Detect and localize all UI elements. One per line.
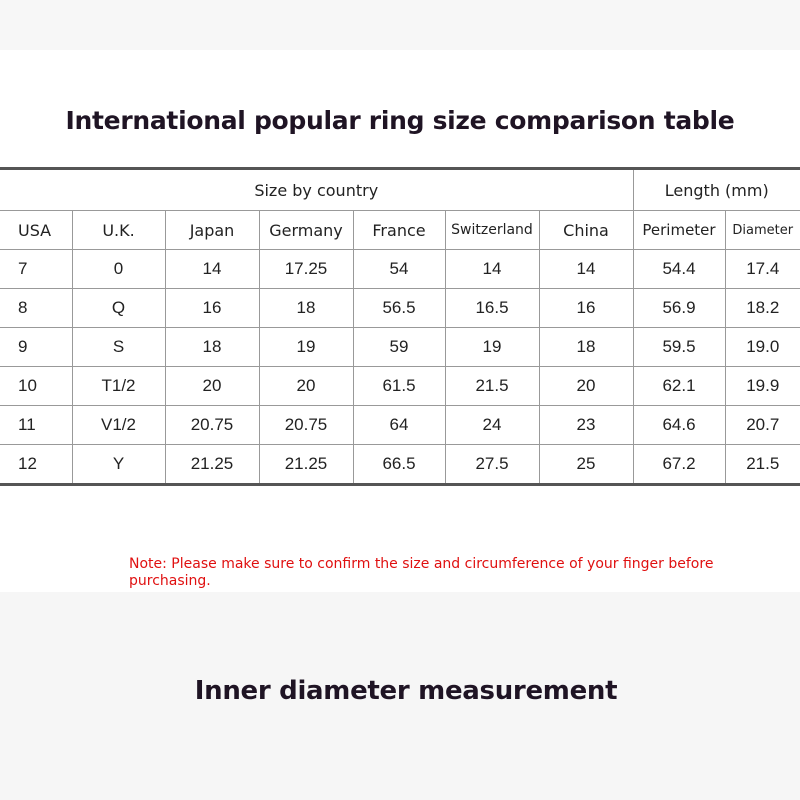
table-cell: 20.75 [258, 405, 354, 445]
table-cell: 20 [258, 366, 354, 406]
table-cell: 18.2 [724, 288, 800, 328]
table-cell: 17.4 [724, 249, 800, 289]
table-cell: 21.5 [724, 444, 800, 485]
table-cell: 62.1 [632, 366, 726, 406]
table-cell: Q [71, 288, 166, 328]
table-cell: 16 [538, 288, 634, 328]
table-cell: S [71, 327, 166, 367]
table-cell: 54.4 [632, 249, 726, 289]
table-cell: 19 [258, 327, 354, 367]
table-row: 10 T1/2 20 20 61.5 21.5 20 62.1 19.9 [0, 366, 800, 406]
table-cell: 19.9 [724, 366, 800, 406]
note-text: Note: Please make sure to confirm the si… [129, 556, 714, 589]
section-title: Inner diameter measurement [194, 676, 618, 706]
table-cell: 9 [0, 327, 73, 367]
table-cell: 20 [164, 366, 260, 406]
table-cell: Y [71, 444, 166, 485]
table-cell: 14 [444, 249, 540, 289]
table-cell: 18 [164, 327, 260, 367]
bottom-band [0, 592, 800, 800]
table-cell: 7 [0, 249, 73, 289]
table-cell: 21.5 [444, 366, 540, 406]
table-cell: V1/2 [71, 405, 166, 445]
column-header: China [538, 210, 634, 250]
table-cell: 64.6 [632, 405, 726, 445]
table-cell: 20.75 [164, 405, 260, 445]
table-cell: T1/2 [71, 366, 166, 406]
table-row: 9 S 18 19 59 19 18 59.5 19.0 [0, 327, 800, 367]
table-row: 8 Q 16 18 56.5 16.5 16 56.9 18.2 [0, 288, 800, 328]
column-header: U.K. [71, 210, 166, 250]
table-cell: 8 [0, 288, 73, 328]
table-cell: 59 [352, 327, 446, 367]
table-cell: 24 [444, 405, 540, 445]
table-row: 11 V1/2 20.75 20.75 64 24 23 64.6 20.7 [0, 405, 800, 445]
column-header: Germany [258, 210, 354, 250]
table-cell: 21.25 [258, 444, 354, 485]
table-cell: 56.9 [632, 288, 726, 328]
table-cell: 21.25 [164, 444, 260, 485]
table-row: 12 Y 21.25 21.25 66.5 27.5 25 67.2 21.5 [0, 444, 800, 485]
table-cell: 17.25 [258, 249, 354, 289]
column-header: USA [0, 210, 73, 250]
table-cell: 11 [0, 405, 73, 445]
table-cell: 20 [538, 366, 634, 406]
table-cell: 19.0 [724, 327, 800, 367]
group-header-length: Length (mm) [632, 168, 800, 211]
table-cell: 54 [352, 249, 446, 289]
table-row: 7 0 14 17.25 54 14 14 54.4 17.4 [0, 249, 800, 289]
table-cell: 59.5 [632, 327, 726, 367]
table-cell: 27.5 [444, 444, 540, 485]
column-header: Japan [164, 210, 260, 250]
column-header: Perimeter [632, 210, 726, 250]
table-cell: 10 [0, 366, 73, 406]
table-cell: 18 [258, 288, 354, 328]
table-cell: 25 [538, 444, 634, 485]
column-header: Switzerland [444, 210, 540, 250]
table-cell: 61.5 [352, 366, 446, 406]
table-cell: 12 [0, 444, 73, 485]
table-cell: 20.7 [724, 405, 800, 445]
table-cell: 66.5 [352, 444, 446, 485]
table-cell: 16.5 [444, 288, 540, 328]
page-title: International popular ring size comparis… [65, 106, 735, 135]
column-header: Diameter [724, 210, 800, 250]
group-header-country: Size by country [0, 168, 634, 211]
table-cell: 0 [71, 249, 166, 289]
ring-size-table: Size by country Length (mm) USA U.K. Japan G… [0, 167, 800, 486]
column-header: France [352, 210, 446, 250]
table-cell: 23 [538, 405, 634, 445]
table-cell: 14 [164, 249, 260, 289]
table-cell: 67.2 [632, 444, 726, 485]
table-cell: 14 [538, 249, 634, 289]
table-cell: 64 [352, 405, 446, 445]
table-cell: 18 [538, 327, 634, 367]
top-band [0, 0, 800, 50]
table-cell: 56.5 [352, 288, 446, 328]
table-cell: 16 [164, 288, 260, 328]
table-cell: 19 [444, 327, 540, 367]
